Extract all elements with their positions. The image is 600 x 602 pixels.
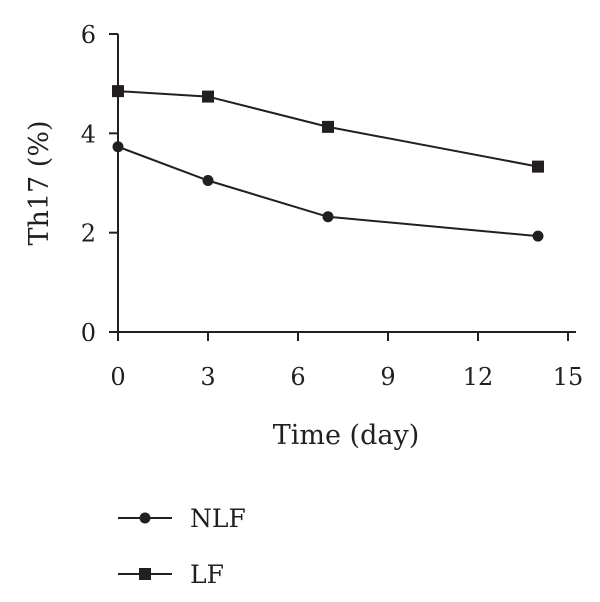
legend-item-nlf: NLF xyxy=(118,504,246,533)
x-ticks: 0 3 6 9 12 15 xyxy=(110,332,583,391)
data-point xyxy=(113,141,124,152)
data-point xyxy=(323,211,334,222)
data-point xyxy=(112,85,124,97)
y-ticks: 0 2 4 6 xyxy=(81,21,118,347)
series-lf xyxy=(112,85,544,172)
legend: NLF LF xyxy=(118,504,246,589)
x-tick-label: 9 xyxy=(380,363,395,391)
legend-label: LF xyxy=(190,560,224,589)
y-axis-title: Th17 (%) xyxy=(24,120,55,245)
legend-label: NLF xyxy=(190,504,246,533)
axes xyxy=(118,34,576,332)
x-tick-label: 3 xyxy=(200,363,215,391)
y-tick-label: 4 xyxy=(81,120,96,148)
data-point xyxy=(322,121,334,133)
y-tick-label: 2 xyxy=(81,220,96,248)
x-tick-label: 12 xyxy=(463,363,494,391)
data-point xyxy=(202,91,214,103)
data-point xyxy=(533,231,544,242)
x-axis-title: Time (day) xyxy=(273,420,420,451)
legend-item-lf: LF xyxy=(118,560,224,589)
x-tick-label: 6 xyxy=(290,363,305,391)
legend-square-marker xyxy=(139,568,151,580)
series-line-nlf xyxy=(118,147,538,236)
x-tick-label: 0 xyxy=(110,363,125,391)
data-point xyxy=(532,161,544,173)
legend-circle-marker xyxy=(140,513,151,524)
data-point xyxy=(203,175,214,186)
y-tick-label: 6 xyxy=(81,21,96,49)
x-tick-label: 15 xyxy=(553,363,584,391)
series-group xyxy=(112,85,544,242)
y-tick-label: 0 xyxy=(81,319,96,347)
